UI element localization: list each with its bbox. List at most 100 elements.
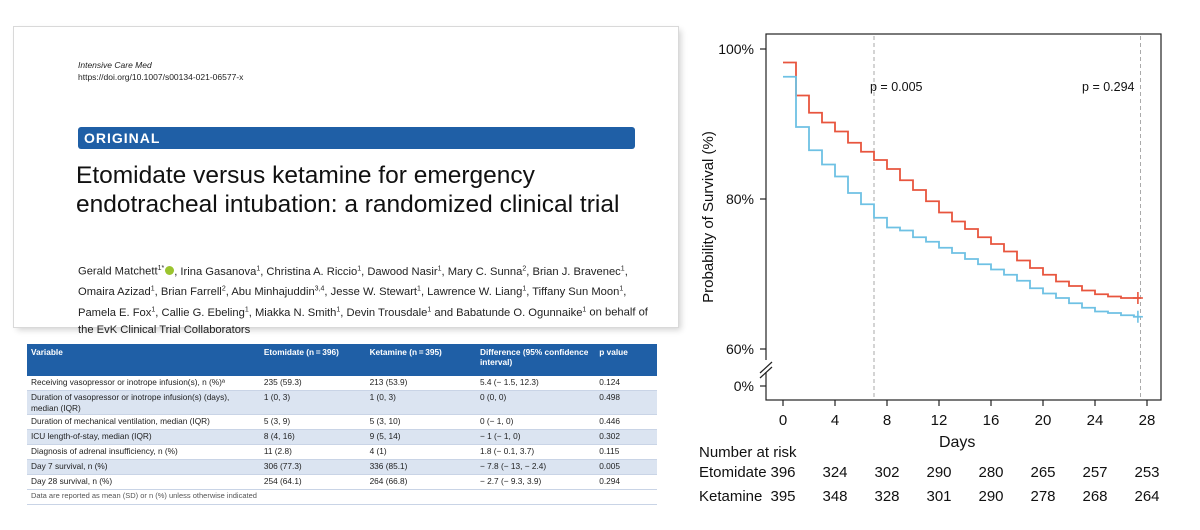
table-cell: − 7.8 (− 13, − 2.4): [479, 461, 547, 471]
coauthors: , Irina Gasanova1, Christina A. Riccio1,…: [78, 265, 628, 320]
table-cell: 4 (1): [369, 446, 387, 456]
table-row: Diagnosis of adrenal insufficiency, n (%…: [27, 445, 657, 460]
y-tick-label: 80%: [726, 191, 754, 207]
axis-break-mask: [761, 360, 771, 372]
author-name[interactable]: , Brian J. Bravenec: [526, 265, 621, 278]
author-affiliation: 1: [151, 306, 156, 314]
risk-table-title: Number at risk: [699, 444, 797, 461]
axis-break-mark: [759, 361, 773, 374]
table-cell: 0 (− 1, 0): [479, 416, 514, 426]
x-axis-label: Days: [939, 434, 975, 451]
y-axis-label: Probability of Survival (%): [700, 131, 717, 303]
risk-value: 264: [1134, 488, 1160, 505]
km-survival-chart: 0% 60% 80% 100% 0 4 8 12 16 20 24 28 Days Probability…: [700, 33, 1162, 451]
table-cell: 1.8 (− 0.1, 3.7): [479, 446, 535, 456]
risk-value: 328: [874, 488, 900, 505]
table-cell: 9 (5, 14): [369, 431, 401, 441]
table-cell: 0.302: [599, 431, 621, 441]
article-page: Intensive Care Med https://doi.org/10.10…: [14, 27, 678, 336]
table-cell: 5.4 (− 1.5, 12.3): [479, 377, 539, 387]
author-affiliation: 3,4: [314, 285, 325, 293]
table-cell: 213 (53.9): [369, 377, 408, 387]
table-cell: 11 (2.8): [263, 446, 292, 456]
table-row: Duration of vasopressor or inotrope infu…: [27, 390, 657, 415]
author-affiliation: 1: [336, 306, 341, 314]
y-tick-label: 0%: [734, 378, 754, 394]
first-author-sup: 1*: [157, 265, 165, 272]
km-curve-ketamine: [783, 61, 1141, 299]
p-value-annotation: p = 0.005: [870, 80, 923, 94]
table-cell: ICU length-of-stay, median (IQR): [31, 431, 152, 441]
author-name[interactable]: , Dawood Nasir: [361, 265, 438, 278]
table-cell: 8 (4, 16): [263, 431, 295, 441]
author-name[interactable]: and Babatunde O. Ogunnaike: [431, 307, 583, 320]
risk-value: 268: [1082, 488, 1108, 505]
journal-name: Intensive Care Med: [78, 60, 152, 70]
author-name[interactable]: , Pamela E. Fox: [78, 286, 627, 320]
author-affiliation: 1: [619, 285, 624, 293]
risk-value: 301: [926, 488, 952, 505]
x-tick-label: 16: [983, 412, 1000, 429]
author-name[interactable]: , Tiffany Sun Moon: [526, 286, 620, 299]
y-tick-label: 100%: [718, 41, 754, 57]
author-name[interactable]: , Irina Gasanova: [174, 265, 257, 278]
risk-value: 290: [978, 488, 1004, 505]
table-row: Day 28 survival, n (%) 254 (64.1) 264 (66.…: [27, 475, 657, 490]
author-affiliation: 1: [256, 265, 261, 272]
table-cell: 306 (77.3): [263, 461, 302, 471]
author-affiliation: 1: [620, 265, 625, 272]
risk-value: 280: [978, 464, 1004, 481]
doi-link[interactable]: https://doi.org/10.1007/s00134-021-06577…: [78, 72, 244, 82]
header-etomidate: Etomidate (n = 396): [263, 347, 339, 357]
table-cell: − 1 (− 1, 0): [479, 431, 521, 441]
km-curve-etomidate: [783, 75, 1141, 318]
author-affiliation: 2: [221, 285, 226, 293]
author-name[interactable]: , Mary C. Sunna: [441, 265, 523, 278]
author-name[interactable]: , Lawrence W. Liang: [420, 286, 523, 299]
table-cell: Day 28 survival, n (%): [31, 476, 113, 486]
author-name[interactable]: , Callie G. Ebeling: [155, 307, 245, 320]
author-affiliation: 1: [244, 306, 249, 314]
section-banner: ORIGINAL: [78, 127, 635, 149]
author-affiliation: 1: [582, 306, 587, 314]
first-author[interactable]: Gerald Matchett: [78, 265, 158, 278]
author-affiliation: 1: [357, 265, 362, 272]
header-p-value: p value: [599, 347, 628, 357]
author-name[interactable]: , Brian Farrell: [154, 286, 222, 299]
table-cell: 1 (0, 3): [263, 392, 291, 402]
table-cell: − 2.7 (− 9.3, 3.9): [479, 476, 542, 486]
authors-tail: on behalf of the EvK Clinical Trial Coll…: [78, 307, 648, 337]
risk-value: 302: [874, 464, 900, 481]
risk-row-label: Ketamine: [699, 488, 763, 505]
table-cell: Duration of vasopressor or inotrope infu…: [31, 392, 230, 413]
risk-value: 395: [770, 488, 796, 505]
plot-frame: [765, 33, 1162, 401]
table-cell: 264 (66.8): [369, 476, 408, 486]
table-cell: 0.115: [599, 446, 620, 456]
header-ketamine: Ketamine (n = 395): [369, 347, 442, 357]
table-cell: Diagnosis of adrenal insufficiency, n (%…: [31, 446, 178, 456]
x-tick-label: 12: [931, 412, 948, 429]
x-tick-label: 24: [1087, 412, 1104, 429]
author-affiliation: 1: [437, 265, 442, 272]
x-tick-label: 20: [1035, 412, 1052, 429]
table-header-row: Variable Etomidate (n = 396) Ketamine (n…: [27, 344, 657, 376]
table-cell: Day 7 survival, n (%): [31, 461, 108, 471]
table-cell: Receiving vasopressor or inotrope infusi…: [31, 377, 225, 387]
table-cell: 5 (3, 9): [263, 416, 291, 426]
orcid-icon[interactable]: [165, 265, 175, 275]
author-name[interactable]: , Abu Minhajuddin: [225, 286, 315, 299]
table-cell: 336 (85.1): [369, 461, 408, 471]
table-row: Receiving vasopressor or inotrope infusi…: [27, 376, 657, 391]
risk-value: 324: [822, 464, 848, 481]
author-name[interactable]: , Devin Trousdale: [340, 307, 428, 320]
risk-value: 265: [1030, 464, 1056, 481]
risk-value: 290: [926, 464, 952, 481]
risk-row-label: Etomidate: [699, 464, 767, 481]
author-name[interactable]: , Omaira Azizad: [78, 265, 628, 299]
author-name[interactable]: , Christina A. Riccio: [260, 265, 358, 278]
author-name[interactable]: , Miakka N. Smith: [248, 307, 337, 320]
risk-value: 348: [822, 488, 848, 505]
author-name[interactable]: , Jesse W. Stewart: [324, 286, 418, 299]
table-footnote: Data are reported as mean (SD) or n (%) …: [31, 491, 257, 500]
